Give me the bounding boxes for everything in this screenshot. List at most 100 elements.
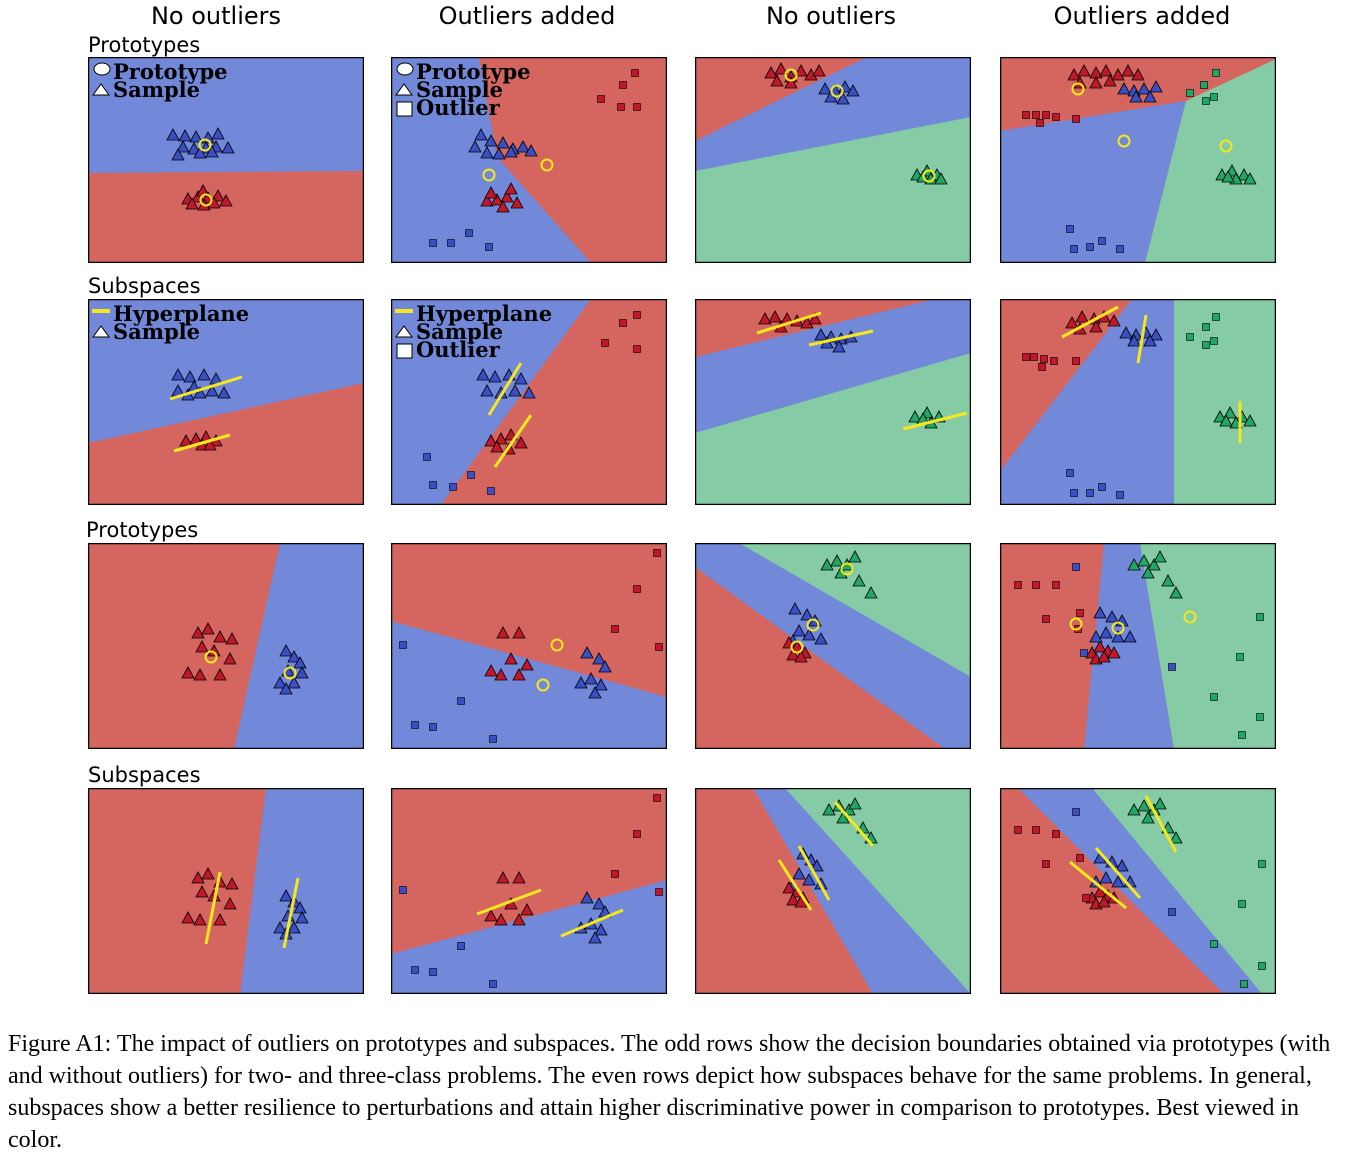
sample-marker [201, 867, 215, 880]
sample-marker [1131, 68, 1145, 81]
region-red [88, 171, 364, 263]
sample-marker [494, 432, 508, 445]
outliers-blue [1072, 563, 1176, 671]
sample-marker [1143, 334, 1157, 347]
hyperplane [1069, 860, 1127, 910]
sample-marker [758, 312, 772, 325]
outlier-marker [1076, 854, 1084, 862]
sample-marker [171, 368, 185, 381]
sample-marker [524, 144, 538, 157]
outlier-marker [411, 966, 419, 974]
prototype-marker [540, 158, 554, 172]
sample-marker [213, 668, 227, 681]
sample-marker [484, 909, 498, 922]
outlier-marker [1052, 113, 1060, 121]
prototype-marker [1219, 139, 1233, 153]
outlier-marker [1072, 357, 1080, 365]
outliers-green [1210, 860, 1266, 988]
hyperplane [204, 871, 222, 945]
sample-marker [490, 193, 504, 206]
prototype-marker [1183, 610, 1197, 624]
sample-marker [181, 911, 195, 924]
sample-marker [213, 913, 227, 926]
sample-marker [287, 676, 301, 689]
sample-marker [580, 646, 594, 659]
outlier-marker [1022, 111, 1030, 119]
sample-marker [1111, 630, 1125, 643]
outliers-green [1186, 313, 1220, 349]
prototypes [536, 638, 564, 692]
sample-marker [191, 626, 205, 639]
outlier-marker [1258, 962, 1266, 970]
sample-marker [580, 891, 594, 904]
prototype-marker [199, 193, 213, 207]
sample-marker [794, 64, 808, 77]
prototypes [198, 138, 213, 207]
outlier-marker [447, 239, 455, 247]
hyperplane [777, 859, 813, 911]
sample-marker [1065, 316, 1079, 329]
outlier-marker [1212, 69, 1220, 77]
sample-marker [792, 624, 806, 637]
sample-marker [480, 146, 494, 159]
sample-marker [786, 893, 800, 906]
samples-green [820, 550, 878, 599]
samples-blue [171, 368, 231, 401]
sample-marker [1169, 831, 1183, 844]
sample-marker [480, 384, 494, 397]
samples-red [484, 871, 534, 926]
prototypes [482, 158, 554, 182]
sample-marker [474, 128, 488, 141]
outlier-marker [457, 942, 465, 950]
outlier-marker [423, 453, 431, 461]
outlier-marker [1050, 357, 1058, 365]
outlier-marker [1076, 609, 1084, 617]
sample-marker [490, 440, 504, 453]
sample-marker [1067, 68, 1081, 81]
sample-marker [1093, 885, 1107, 898]
outlier-marker [597, 95, 605, 103]
outlier-marker [1086, 489, 1094, 497]
sample-marker [201, 622, 215, 635]
sample-marker [786, 648, 800, 661]
panel-r2-c3 [695, 299, 971, 505]
sample-marker [1115, 859, 1129, 872]
hyperplane [493, 414, 533, 468]
sample-marker [1127, 334, 1141, 347]
outlier-marker [1014, 581, 1022, 589]
sample-marker [832, 340, 846, 353]
sample-marker [273, 676, 287, 689]
outliers-blue [399, 641, 497, 743]
region-red [88, 383, 364, 505]
sample-marker [1089, 320, 1103, 333]
outlier-marker [457, 697, 465, 705]
outliers-red [611, 794, 663, 896]
samples-green [1127, 550, 1183, 599]
outlier-marker [429, 723, 437, 731]
legend-hyperplane-label: Hyperplane [416, 301, 552, 326]
prototype-marker [830, 84, 844, 98]
sample-marker [802, 873, 816, 886]
sample-marker [1077, 64, 1091, 77]
row-label-prototypes-2: Prototypes [86, 518, 199, 542]
sample-marker [1105, 610, 1119, 623]
panel-r2-c2: Hyperplane Sample Outlier [391, 299, 667, 505]
hyperplane [1144, 795, 1178, 853]
samples-red [1067, 64, 1145, 89]
region-blue [1084, 543, 1174, 749]
sample-marker [1107, 314, 1121, 327]
sample-marker [814, 632, 828, 645]
prototypes [790, 562, 854, 654]
hyperplane [173, 433, 231, 453]
sample-marker [287, 921, 301, 934]
sample-marker [496, 200, 510, 213]
sample-marker [1111, 68, 1125, 81]
sample-marker [522, 386, 536, 399]
sample-marker [279, 889, 293, 902]
sample-marker [468, 140, 482, 153]
outlier-marker [1042, 860, 1050, 868]
sample-marker [1111, 875, 1125, 888]
outlier-marker [1212, 313, 1220, 321]
sample-marker [810, 859, 824, 872]
outlier-marker [1032, 581, 1040, 589]
